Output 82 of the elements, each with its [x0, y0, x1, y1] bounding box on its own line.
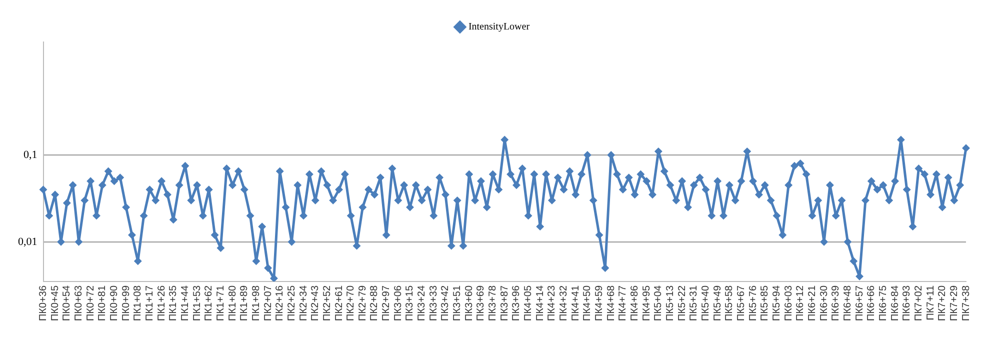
x-tick-label: ПК3+51: [452, 285, 464, 322]
x-tick-label: ПК0+45: [50, 285, 61, 322]
x-tick-label: ПК1+44: [180, 285, 191, 322]
x-tick-label: ПК6+75: [878, 285, 889, 322]
x-tick-label: ПК3+06: [392, 285, 404, 322]
x-tick-label: ПК6+30: [818, 285, 830, 322]
x-tick-label: ПК6+84: [890, 285, 901, 322]
x-tick-label: ПК5+40: [700, 285, 712, 322]
x-tick-label: ПК5+31: [688, 285, 700, 322]
x-tick-label: ПК0+54: [62, 285, 73, 322]
x-tick-label: ПК3+33: [428, 285, 440, 322]
x-tick-label: ПК0+90: [108, 285, 120, 322]
x-tick-label: ПК4+77: [618, 285, 629, 322]
x-tick-label: ПК0+72: [85, 285, 96, 322]
x-tick-label: ПК3+87: [499, 285, 510, 322]
y-tick-label: 0,01: [18, 236, 38, 248]
x-tick-label: ПК5+58: [724, 285, 736, 322]
x-tick-label: ПК6+66: [866, 285, 878, 322]
x-tick-label: ПК4+86: [630, 285, 641, 322]
x-tick-label: ПК1+62: [204, 285, 215, 322]
x-tick-label: ПК1+98: [250, 285, 262, 322]
x-tick-label: ПК1+35: [168, 285, 180, 322]
x-tick-label: ПК6+48: [842, 285, 854, 322]
x-tick-label: ПК2+70: [346, 285, 357, 322]
x-tick-label: ПК1+89: [239, 285, 250, 322]
x-tick-label: ПК4+68: [606, 285, 617, 322]
x-tick-label: ПК5+85: [760, 285, 771, 322]
x-tick-label: ПК6+57: [854, 285, 866, 322]
x-tick-label: ПК3+69: [476, 285, 487, 322]
x-tick-label: ПК7+29: [948, 285, 960, 322]
x-tick-label: ПК2+97: [381, 285, 392, 322]
x-tick-label: ПК5+13: [664, 285, 676, 322]
x-tick-label: ПК1+80: [227, 285, 238, 322]
x-tick-label: ПК3+24: [416, 285, 428, 322]
x-tick-label: ПК5+04: [653, 285, 664, 322]
x-tick-label: ПК6+93: [902, 285, 913, 322]
x-tick-label: ПК0+63: [73, 285, 84, 322]
x-tick-label: ПК5+22: [676, 285, 688, 322]
x-tick-label: ПК5+94: [771, 285, 782, 322]
x-tick-label: ПК7+38: [960, 285, 972, 322]
x-tick-label: ПК6+12: [795, 285, 806, 322]
x-tick-label: ПК2+79: [357, 285, 368, 322]
x-tick-label: ПК3+78: [488, 285, 499, 322]
x-tick-label: ПК3+96: [511, 285, 522, 322]
x-tick-label: ПК7+20: [937, 285, 948, 322]
x-tick-label: ПК2+34: [298, 285, 310, 322]
y-tick-label: 0,1: [24, 148, 38, 161]
x-tick-label: ПК2+16: [274, 285, 286, 322]
x-tick-label: ПК3+42: [440, 285, 452, 322]
x-tick-label: ПК2+43: [310, 285, 322, 322]
x-tick-label: ПК0+36: [38, 285, 49, 322]
x-tick-label: ПК6+03: [783, 285, 794, 322]
x-tick-label: ПК2+07: [262, 285, 274, 322]
x-tick-label: ПК4+14: [534, 285, 546, 322]
x-tick-label: ПК4+50: [582, 285, 594, 322]
x-tick-label: ПК1+71: [215, 285, 226, 322]
x-tick-label: ПК7+02: [913, 285, 924, 322]
x-tick-label: ПК1+17: [144, 285, 156, 322]
x-tick-label: ПК4+23: [546, 285, 558, 322]
x-tick-label: ПК6+39: [830, 285, 842, 322]
x-tick-label: ПК4+59: [594, 285, 606, 322]
x-tick-label: ПК4+32: [558, 285, 570, 322]
x-tick-label: ПК5+76: [748, 285, 759, 322]
x-tick-label: ПК5+67: [736, 285, 747, 322]
x-tick-label: ПК3+60: [464, 285, 475, 322]
x-tick-label: ПК0+99: [120, 285, 132, 322]
x-tick-label: ПК3+15: [404, 285, 416, 322]
x-tick-label: ПК0+81: [97, 285, 108, 322]
x-tick-label: ПК2+52: [322, 285, 333, 322]
legend-label: IntensityLower: [468, 22, 530, 33]
x-tick-label: ПК1+26: [156, 285, 168, 322]
x-tick-label: ПК7+11: [925, 285, 936, 320]
x-tick-label: ПК6+21: [806, 285, 818, 322]
x-tick-label: ПК1+08: [132, 285, 144, 322]
x-tick-label: ПК4+95: [641, 285, 652, 322]
x-tick-label: ПК2+61: [334, 285, 345, 322]
x-tick-label: ПК4+05: [523, 285, 534, 322]
x-tick-label: ПК4+41: [570, 285, 582, 322]
x-tick-label: ПК2+88: [369, 285, 380, 322]
x-tick-label: ПК5+49: [712, 285, 724, 322]
x-tick-label: ПК2+25: [286, 285, 298, 322]
x-tick-label: ПК1+53: [192, 285, 203, 322]
